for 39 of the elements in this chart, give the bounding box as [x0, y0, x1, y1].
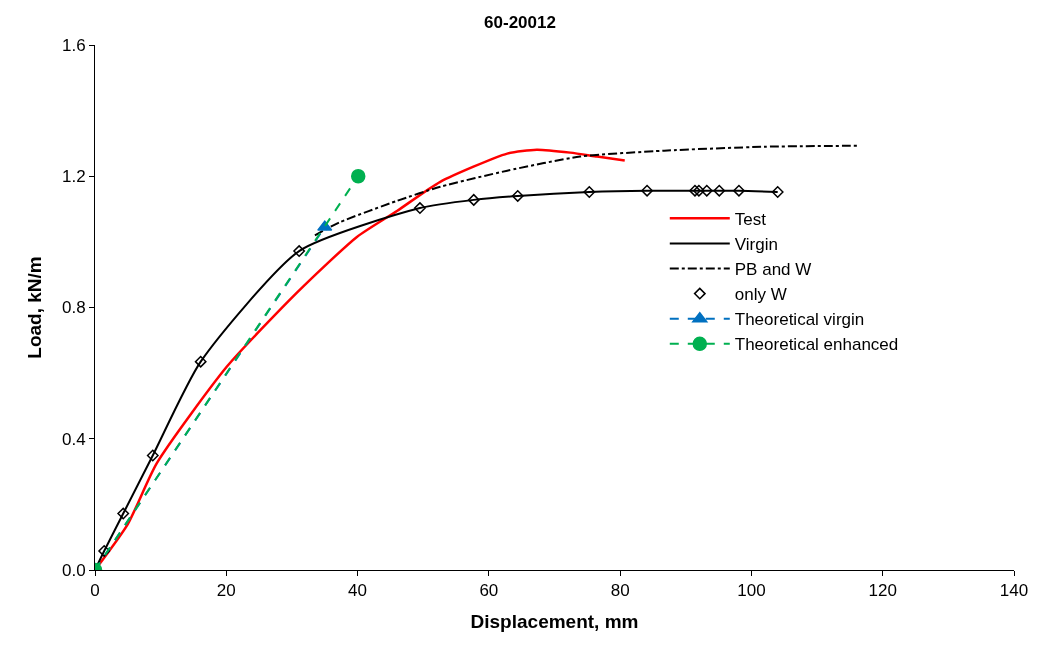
- point: [692, 184, 705, 197]
- point: [467, 193, 480, 206]
- legend-label: PB and W: [734, 260, 812, 280]
- x-axis-title: Displacement, mm: [470, 611, 639, 633]
- x-tick-label: 60: [479, 581, 499, 601]
- point: [117, 507, 130, 520]
- point: [583, 186, 596, 198]
- x-tick-label: 20: [216, 581, 236, 601]
- point: [641, 184, 654, 197]
- y-axis-title: Load, kN/m: [23, 256, 45, 359]
- x-tick-label: 140: [999, 581, 1029, 601]
- y-tick-label: 0.0: [61, 560, 86, 580]
- point: [413, 202, 426, 215]
- point: [146, 449, 159, 462]
- point: [98, 545, 111, 557]
- point: [293, 245, 306, 258]
- point: [511, 189, 524, 202]
- point: [689, 184, 701, 197]
- legend-label: Theoretical virgin: [734, 310, 865, 330]
- legend-label: Theoretical enhanced: [734, 335, 899, 355]
- legend-label: Virgin: [734, 235, 778, 255]
- point: [350, 169, 366, 184]
- x-tick-label: 80: [610, 581, 630, 601]
- x-tick-label: 40: [348, 581, 368, 601]
- legend-label: Test: [734, 209, 767, 229]
- point: [194, 355, 207, 368]
- x-tick-label: 0: [90, 581, 100, 601]
- y-tick-label: 1.2: [61, 167, 86, 187]
- point: [771, 186, 784, 198]
- y-tick-label: 0.8: [61, 298, 86, 318]
- y-tick-label: 1.6: [61, 35, 86, 55]
- x-tick-label: 120: [868, 581, 897, 601]
- point: [713, 184, 726, 197]
- point: [700, 184, 713, 197]
- y-tick-label: 0.4: [61, 429, 86, 449]
- legend-label: only W: [734, 285, 787, 305]
- point: [733, 184, 745, 197]
- x-tick-label: 100: [737, 581, 766, 601]
- chart-title: 60-20012: [484, 13, 556, 33]
